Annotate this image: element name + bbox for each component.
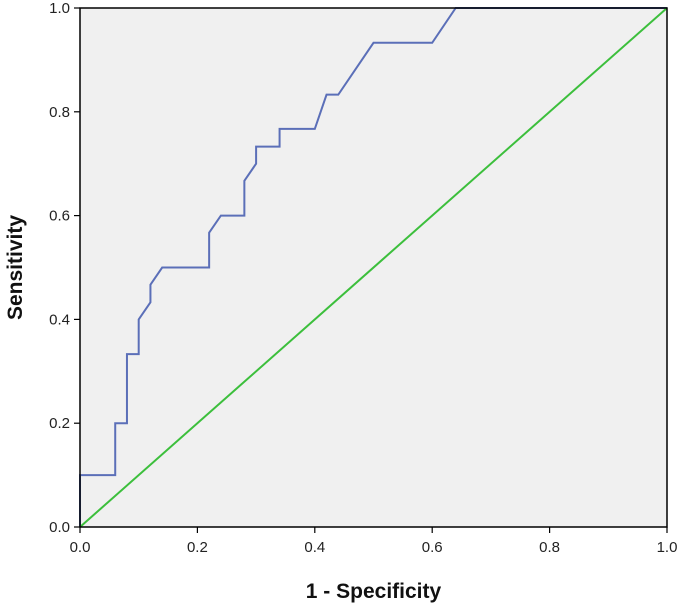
y-axis-title: Sensitivity (4, 215, 27, 320)
y-tick-label: 0.0 (49, 519, 70, 536)
series-layer (79, 7, 668, 528)
x-tick-label: 0.2 (187, 539, 208, 556)
x-tick-label: 0.4 (304, 539, 325, 556)
y-tick-label: 0.6 (49, 208, 70, 225)
x-tick-label: 0.6 (422, 539, 443, 556)
roc-curve-line (79, 7, 667, 527)
x-axis-ticks: 0.0 0.2 0.4 0.6 0.8 1.0 (70, 527, 678, 556)
x-tick-label: 0.8 (539, 539, 560, 556)
x-axis-title: 1 - Specificity (306, 580, 442, 603)
plot-frame (79, 7, 668, 528)
y-tick-label: 0.4 (49, 311, 70, 328)
y-tick-label: 0.8 (49, 104, 70, 121)
y-tick-label: 1.0 (49, 0, 70, 17)
x-tick-label: 0.0 (70, 539, 91, 556)
reference-diagonal-line (79, 7, 668, 528)
y-tick-label: 0.2 (49, 415, 70, 432)
x-tick-label: 1.0 (657, 539, 678, 556)
y-axis-ticks: 0.0 0.2 0.4 0.6 0.8 1.0 (49, 0, 80, 536)
